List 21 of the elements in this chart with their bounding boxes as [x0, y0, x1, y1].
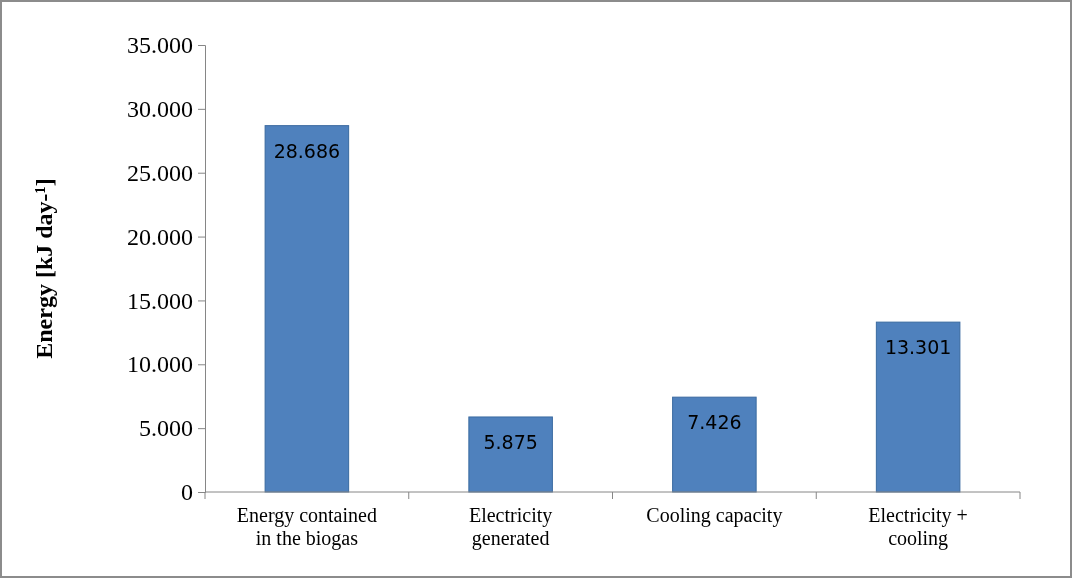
- x-tick-label: Cooling capacity: [646, 504, 783, 527]
- x-tick-label: Electricity + cooling: [868, 504, 968, 550]
- y-tick-label: 30.000: [127, 96, 193, 123]
- y-tick-label: 35.000: [127, 32, 193, 59]
- data-label: 7.426: [687, 411, 742, 434]
- y-tick-label: 0: [181, 479, 193, 506]
- y-tick-label: 15.000: [127, 287, 193, 314]
- x-tick-label: Electricity generated: [468, 504, 553, 550]
- bar: [875, 321, 961, 493]
- data-label: 5.875: [483, 430, 538, 453]
- bar: [468, 416, 553, 493]
- y-tick-label: 20.000: [127, 223, 193, 250]
- y-tick-label: 25.000: [127, 159, 193, 186]
- data-label: 28.686: [273, 139, 341, 162]
- bar: [264, 125, 350, 493]
- y-tick-label: 5.000: [139, 415, 193, 442]
- data-label: 13.301: [884, 336, 952, 359]
- bar: [672, 396, 757, 493]
- y-tick-label: 10.000: [127, 351, 193, 378]
- x-tick-label: Energy contained in the biogas: [236, 504, 377, 550]
- y-axis-title: Energy [kJ day-¹]: [31, 178, 57, 359]
